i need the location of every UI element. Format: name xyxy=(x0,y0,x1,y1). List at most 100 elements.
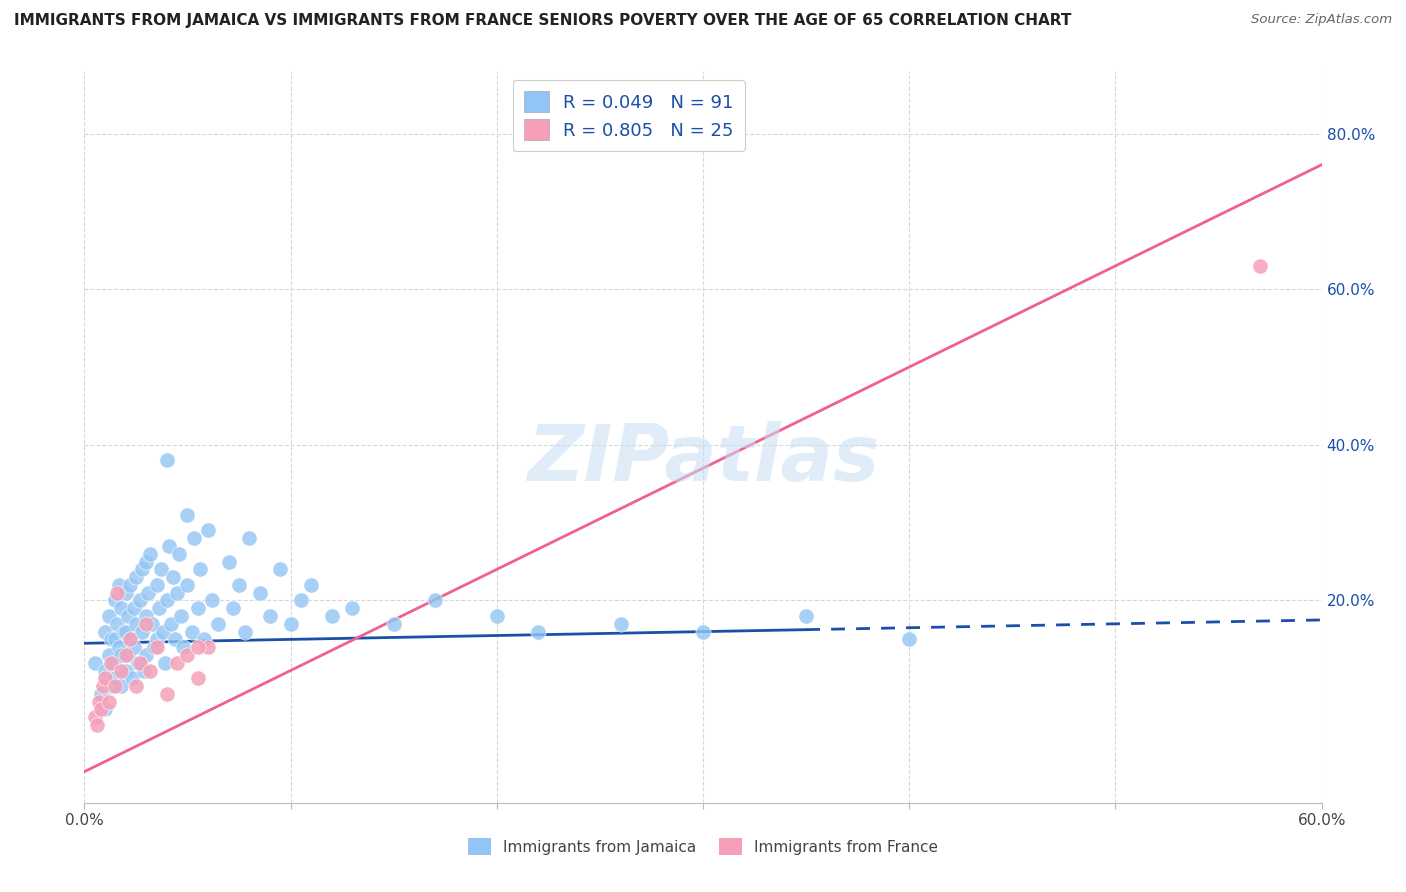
Point xyxy=(167,547,190,561)
Point xyxy=(114,624,136,639)
Point xyxy=(382,616,405,631)
Point xyxy=(692,624,714,639)
Point xyxy=(160,616,183,631)
Point xyxy=(94,702,117,716)
Point xyxy=(118,578,141,592)
Point xyxy=(114,585,136,599)
Point xyxy=(91,679,114,693)
Point xyxy=(90,687,112,701)
Point xyxy=(90,702,112,716)
Point xyxy=(218,555,240,569)
Point xyxy=(176,578,198,592)
Point xyxy=(135,648,157,662)
Point xyxy=(125,616,148,631)
Point xyxy=(100,679,122,693)
Point xyxy=(103,656,125,670)
Point xyxy=(104,679,127,693)
Text: IMMIGRANTS FROM JAMAICA VS IMMIGRANTS FROM FRANCE SENIORS POVERTY OVER THE AGE O: IMMIGRANTS FROM JAMAICA VS IMMIGRANTS FR… xyxy=(14,13,1071,29)
Point xyxy=(139,664,162,678)
Point xyxy=(172,640,194,655)
Point xyxy=(135,609,157,624)
Point xyxy=(193,632,215,647)
Point xyxy=(222,601,245,615)
Point xyxy=(105,585,128,599)
Point xyxy=(117,648,139,662)
Point xyxy=(145,578,167,592)
Point xyxy=(118,632,141,647)
Point xyxy=(83,656,105,670)
Point xyxy=(156,687,179,701)
Point xyxy=(114,648,136,662)
Point xyxy=(136,585,159,599)
Point xyxy=(423,593,446,607)
Point xyxy=(269,562,291,576)
Point xyxy=(187,601,209,615)
Point xyxy=(139,547,162,561)
Point xyxy=(104,593,127,607)
Point xyxy=(98,695,121,709)
Point xyxy=(153,656,176,670)
Point xyxy=(197,640,219,655)
Point xyxy=(145,632,167,647)
Point xyxy=(233,624,256,639)
Point xyxy=(122,601,145,615)
Point xyxy=(794,609,817,624)
Point xyxy=(129,593,152,607)
Point xyxy=(162,570,184,584)
Point xyxy=(94,624,117,639)
Point xyxy=(1249,259,1271,273)
Point xyxy=(180,624,202,639)
Point xyxy=(187,640,209,655)
Point xyxy=(94,664,117,678)
Point xyxy=(165,632,187,647)
Point xyxy=(108,640,131,655)
Point xyxy=(148,601,170,615)
Point xyxy=(290,593,312,607)
Point xyxy=(86,718,108,732)
Legend: Immigrants from Jamaica, Immigrants from France: Immigrants from Jamaica, Immigrants from… xyxy=(461,832,945,861)
Point xyxy=(201,593,224,607)
Point xyxy=(129,656,152,670)
Point xyxy=(228,578,250,592)
Point xyxy=(100,632,122,647)
Point xyxy=(135,555,157,569)
Point xyxy=(105,616,128,631)
Point xyxy=(321,609,343,624)
Point xyxy=(197,524,219,538)
Point xyxy=(152,624,174,639)
Point xyxy=(127,656,149,670)
Point xyxy=(108,578,131,592)
Point xyxy=(135,616,157,631)
Point xyxy=(118,632,141,647)
Point xyxy=(156,453,179,467)
Point xyxy=(170,609,193,624)
Point xyxy=(157,539,180,553)
Point xyxy=(207,616,229,631)
Point xyxy=(131,562,153,576)
Point xyxy=(176,508,198,522)
Point xyxy=(166,585,188,599)
Point xyxy=(342,601,364,615)
Point xyxy=(122,640,145,655)
Point xyxy=(166,656,188,670)
Point xyxy=(141,616,163,631)
Point xyxy=(117,609,139,624)
Point xyxy=(609,616,631,631)
Point xyxy=(259,609,281,624)
Point xyxy=(98,609,121,624)
Point xyxy=(100,656,122,670)
Point xyxy=(238,531,260,545)
Point xyxy=(187,671,209,685)
Point xyxy=(104,632,127,647)
Point xyxy=(527,624,550,639)
Point xyxy=(125,570,148,584)
Point xyxy=(145,640,167,655)
Point xyxy=(149,562,172,576)
Point xyxy=(121,671,143,685)
Text: Source: ZipAtlas.com: Source: ZipAtlas.com xyxy=(1251,13,1392,27)
Point xyxy=(110,664,132,678)
Point xyxy=(176,648,198,662)
Point xyxy=(156,593,179,607)
Point xyxy=(110,601,132,615)
Point xyxy=(87,695,110,709)
